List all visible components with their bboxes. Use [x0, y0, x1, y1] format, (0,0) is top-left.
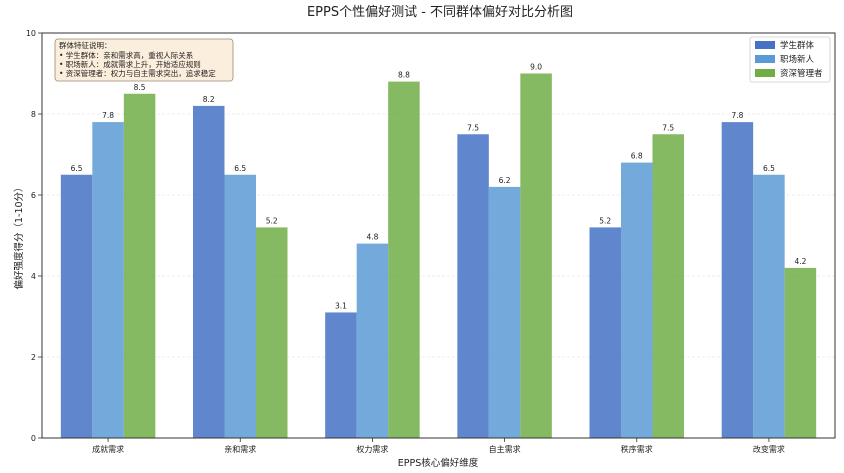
- bar-value-label: 7.5: [662, 123, 674, 132]
- x-tick-label: 自主需求: [489, 444, 521, 454]
- annotation-line: • 学生群体：亲和需求高，重视人际关系: [59, 50, 194, 60]
- bar: [388, 81, 420, 438]
- annotation-line: • 资深管理者：权力与自主需求突出，追求稳定: [59, 68, 216, 78]
- bar: [721, 122, 754, 438]
- x-tick-label: 成就需求: [92, 444, 124, 454]
- legend-swatch: [755, 69, 775, 77]
- bar: [224, 174, 256, 438]
- bar: [457, 134, 489, 438]
- bar-value-label: 7.8: [731, 111, 743, 120]
- bar: [356, 243, 389, 438]
- bar-value-label: 6.8: [631, 152, 643, 161]
- value-labels: 6.5 7.8 8.5 8.2 6.5 5.2 3.1 4.8 8.8 7.5 6.2 9.0 5.2 6…: [71, 63, 807, 311]
- legend-swatch: [755, 41, 775, 49]
- x-tick-label: 改变需求: [753, 444, 785, 454]
- bar-value-label: 6.5: [763, 164, 775, 173]
- bar-value-label: 3.1: [335, 301, 347, 310]
- annotation-title: 群体特征说明：: [59, 40, 112, 50]
- y-tick-label: 2: [31, 353, 36, 362]
- bar: [753, 174, 785, 438]
- bar: [325, 312, 357, 438]
- legend-label: 资深管理者: [780, 68, 823, 79]
- y-axis-ticks: 0 2 4 6 8 10: [26, 29, 42, 443]
- bar-value-label: 8.2: [203, 95, 215, 104]
- annotation-background: [54, 38, 234, 82]
- legend-label: 学生群体: [780, 40, 815, 51]
- legend: 学生群体 职场新人 资深管理者: [749, 36, 831, 83]
- bar-value-label: 7.5: [467, 123, 479, 132]
- bar: [520, 73, 552, 438]
- bar-value-label: 8.5: [134, 83, 146, 92]
- gridlines: [42, 113, 835, 358]
- y-tick-label: 4: [31, 272, 36, 281]
- bars: [60, 73, 817, 439]
- bar: [123, 93, 156, 438]
- bar-value-label: 4.2: [794, 257, 806, 266]
- y-tick-label: 8: [31, 110, 36, 119]
- annotation-line: • 职场新人：成就需求上升，开始适应规则: [59, 59, 201, 69]
- bar-value-label: 6.2: [499, 176, 511, 185]
- bar-value-label: 7.8: [102, 111, 114, 120]
- x-axis-label: EPPS核心偏好维度: [398, 457, 479, 469]
- y-tick-label: 10: [26, 29, 36, 38]
- bar: [256, 227, 288, 438]
- bar-value-label: 5.2: [599, 216, 611, 225]
- bar: [589, 227, 621, 438]
- bar-value-label: 6.5: [71, 164, 83, 173]
- bar-value-label: 8.8: [398, 71, 410, 80]
- bar: [60, 174, 93, 438]
- y-axis-label: 偏好强度得分（1-10分）: [13, 182, 25, 289]
- plot-frame: [41, 32, 836, 439]
- annotation-box: 群体特征说明： • 学生群体：亲和需求高，重视人际关系 • 职场新人：成就需求上…: [54, 38, 234, 82]
- y-tick-label: 6: [31, 191, 36, 200]
- bar-value-label: 9.0: [530, 63, 542, 72]
- y-tick-label: 0: [31, 434, 36, 443]
- bar: [784, 267, 817, 438]
- bar: [621, 162, 653, 438]
- bar: [92, 122, 124, 438]
- legend-swatch: [755, 55, 775, 63]
- x-tick-label: 亲和需求: [224, 444, 256, 454]
- chart-title: EPPS个性偏好测试 - 不同群体偏好对比分析图: [307, 5, 573, 20]
- x-tick-label: 权力需求: [356, 444, 388, 454]
- bar: [652, 134, 684, 438]
- bar-value-label: 6.5: [234, 164, 246, 173]
- legend-label: 职场新人: [780, 54, 815, 65]
- bar-value-label: 5.2: [266, 216, 278, 225]
- x-axis-ticks: 成就需求 亲和需求 权力需求 自主需求 秩序需求 改变需求: [92, 438, 785, 454]
- bar: [193, 105, 225, 439]
- bar-value-label: 4.8: [366, 233, 378, 242]
- x-tick-label: 秩序需求: [621, 444, 653, 454]
- bar: [488, 186, 521, 438]
